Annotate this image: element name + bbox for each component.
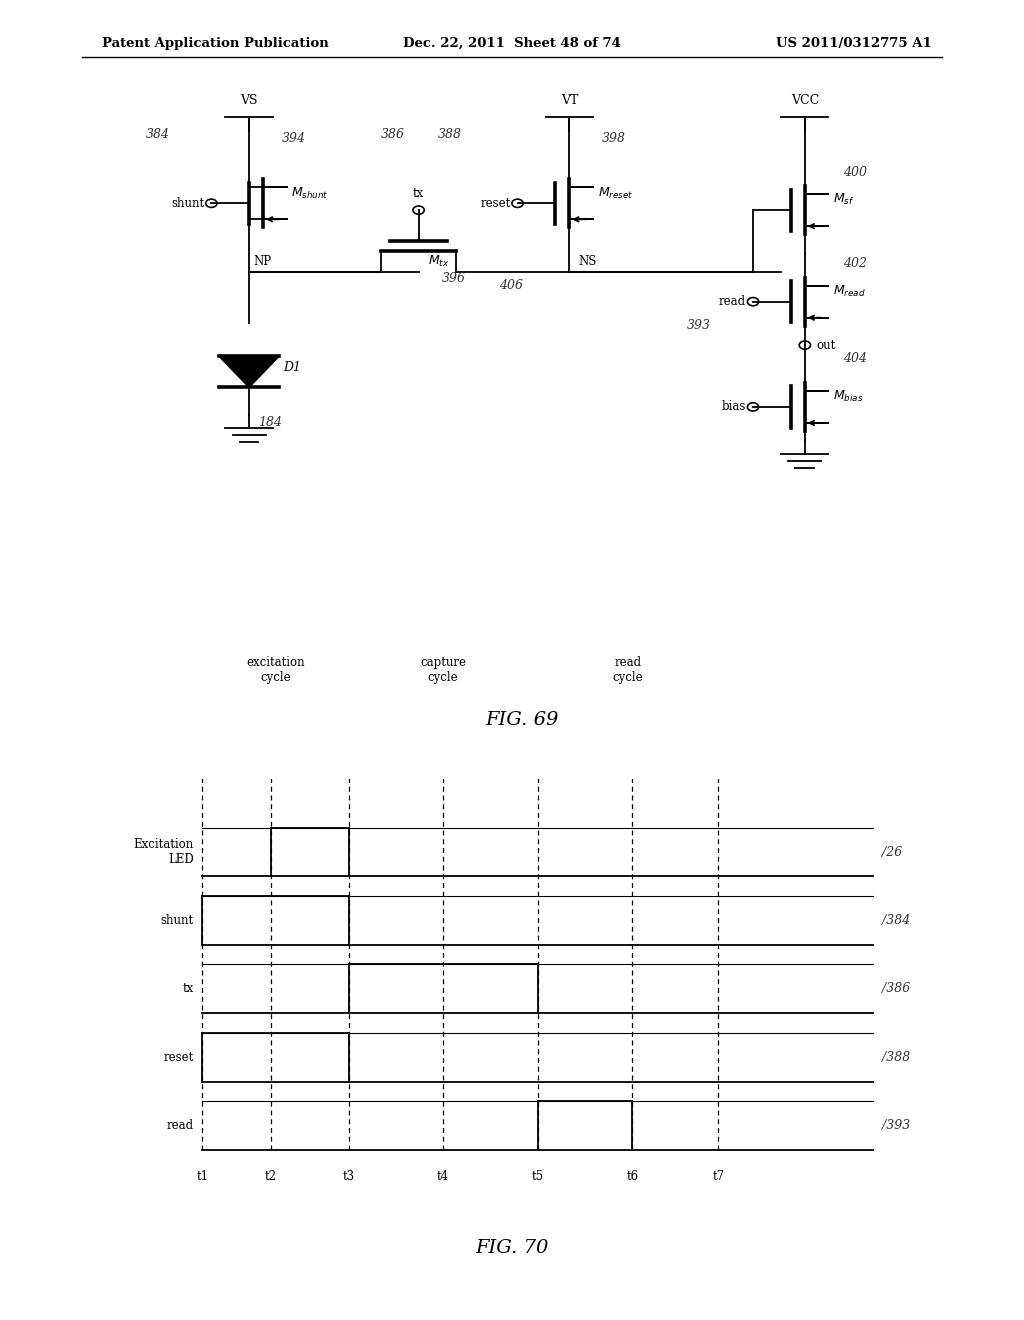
Text: 400: 400 [843,166,866,178]
Text: $M_{read}$: $M_{read}$ [834,284,866,298]
Text: reset: reset [164,1051,194,1064]
Text: tx: tx [413,187,424,199]
Text: $M_{shunt}$: $M_{shunt}$ [292,185,329,201]
Text: Patent Application Publication: Patent Application Publication [102,37,329,50]
Text: 386: 386 [381,128,404,141]
Text: t1: t1 [197,1170,208,1183]
Text: $M_{sf}$: $M_{sf}$ [834,193,855,207]
Text: t2: t2 [265,1170,278,1183]
Text: VS: VS [241,94,258,107]
Text: t4: t4 [437,1170,450,1183]
Text: shunt: shunt [161,913,194,927]
Text: D1: D1 [283,362,301,375]
Text: US 2011/0312775 A1: US 2011/0312775 A1 [776,37,932,50]
Text: NP: NP [254,256,272,268]
Text: Dec. 22, 2011  Sheet 48 of 74: Dec. 22, 2011 Sheet 48 of 74 [403,37,621,50]
Text: capture
cycle: capture cycle [420,656,466,684]
Text: 402: 402 [843,257,866,271]
Text: read: read [719,296,745,308]
Text: 184: 184 [258,416,283,429]
Text: /386: /386 [882,982,910,995]
Text: bias: bias [722,400,745,413]
Text: t5: t5 [531,1170,544,1183]
Text: $M_{bias}$: $M_{bias}$ [834,389,863,404]
Text: excitation
cycle: excitation cycle [246,656,305,684]
Text: read
cycle: read cycle [612,656,643,684]
Text: /26: /26 [882,846,902,858]
Text: FIG. 70: FIG. 70 [475,1238,549,1257]
Text: 384: 384 [145,128,169,141]
Text: reset: reset [480,197,510,210]
Text: 388: 388 [437,128,462,141]
Text: t3: t3 [342,1170,354,1183]
Text: /393: /393 [882,1119,910,1133]
Text: /384: /384 [882,913,910,927]
Text: $M_{reset}$: $M_{reset}$ [598,185,633,201]
Text: t6: t6 [627,1170,639,1183]
Text: t7: t7 [713,1170,725,1183]
Text: 396: 396 [442,272,466,285]
Text: out: out [817,339,836,351]
Text: read: read [167,1119,194,1133]
Text: FIG. 69: FIG. 69 [485,711,559,729]
Text: Excitation
LED: Excitation LED [133,838,194,866]
Text: 404: 404 [843,352,866,366]
Text: shunt: shunt [171,197,205,210]
Text: 393: 393 [687,319,711,333]
Text: NS: NS [579,256,597,268]
Text: tx: tx [182,982,194,995]
Text: 398: 398 [602,132,627,144]
Text: 406: 406 [499,279,522,292]
Text: VCC: VCC [791,94,819,107]
Text: VT: VT [561,94,578,107]
Text: 394: 394 [282,132,306,144]
Text: /388: /388 [882,1051,910,1064]
Polygon shape [219,356,279,387]
Text: $M_{tx}$: $M_{tx}$ [428,253,450,269]
